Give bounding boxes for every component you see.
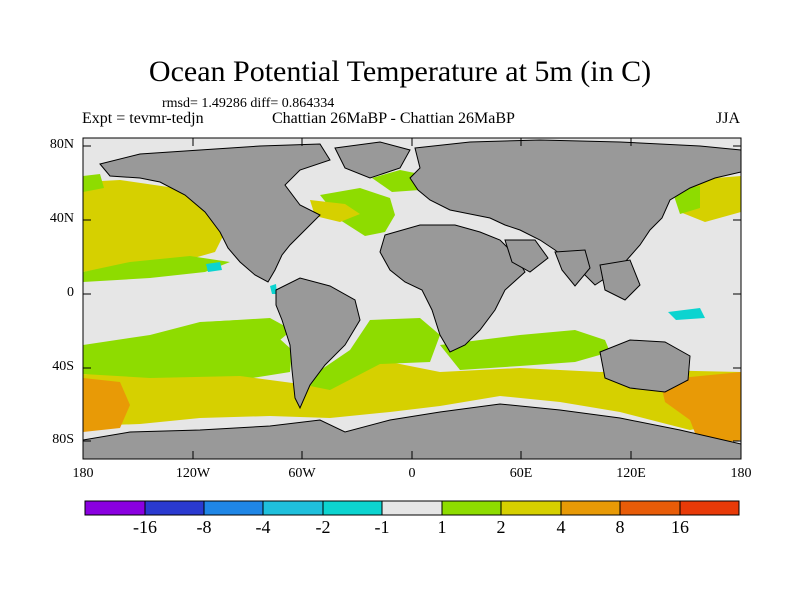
y-tick-label-80n: 80N <box>49 137 74 152</box>
colorbar-box-9 <box>560 500 621 516</box>
colorbar-box-2 <box>144 500 205 516</box>
x-tick-label-180e: 180 <box>730 466 752 481</box>
colorbar-box-7 <box>441 500 502 516</box>
colorbar-label-7: 2 <box>496 517 506 537</box>
colorbar-label-3: -4 <box>255 517 271 537</box>
south-pacific-green-2 <box>205 318 292 340</box>
se-pacific-orange <box>660 372 741 446</box>
north-atlantic-yellow <box>310 200 360 222</box>
southern-yellow-band <box>83 360 741 430</box>
x-tick-label-60e: 60E <box>509 466 533 481</box>
se-asia-land <box>599 259 641 301</box>
y-tick-label-0: 0 <box>67 285 74 300</box>
pacific-green-band <box>83 256 230 282</box>
cyan-patch-east-pacific <box>206 262 222 272</box>
x-ticks <box>82 138 742 459</box>
indian-green-band <box>440 330 610 370</box>
colorbar-label-4: -2 <box>315 517 331 537</box>
south-america-land <box>275 277 361 410</box>
colorbar-label-6: 1 <box>437 517 447 537</box>
y-ticks <box>83 145 741 442</box>
colorbar-label-9: 8 <box>615 517 625 537</box>
colorbar-box-6 <box>381 500 443 516</box>
colorbar-box-4 <box>262 500 324 516</box>
greenland-land <box>334 141 411 179</box>
southern-green-band <box>300 318 440 390</box>
x-tick-label-180w: 180 <box>72 466 94 481</box>
colorbar-box-1 <box>84 500 146 516</box>
colorbar-label-5: -1 <box>374 517 390 537</box>
australia-land <box>599 339 691 393</box>
ne-pacific-green <box>83 174 104 192</box>
x-tick-label-0: 0 <box>408 466 416 481</box>
colorbar-box-3 <box>203 500 264 516</box>
india-land <box>554 249 591 287</box>
africa-land <box>379 224 526 353</box>
pacific-yellow-band <box>83 180 225 272</box>
north-america-land <box>99 143 331 283</box>
colorbar-box-8 <box>500 500 562 516</box>
colorbar-label-1: -16 <box>133 517 157 537</box>
colorbar-label-10: 16 <box>671 517 689 537</box>
colorbar <box>84 500 740 516</box>
colorbar-box-5 <box>322 500 383 516</box>
cyan-patch-west-pacific <box>668 308 705 320</box>
stats-line: rmsd= 1.49286 diff= 0.864334 <box>162 96 335 111</box>
x-tick-label-120w: 120W <box>175 466 211 481</box>
season-label: JJA <box>716 110 741 127</box>
plot-title: Ocean Potential Temperature at 5m (in C) <box>148 55 652 88</box>
sw-pacific-orange <box>83 378 130 432</box>
cyan-patch-panama <box>270 284 277 294</box>
y-tick-label-40s: 40S <box>52 359 74 374</box>
north-atlantic-green <box>320 188 395 236</box>
y-tick-label-80s: 80S <box>52 432 74 447</box>
colorbar-label-2: -8 <box>196 517 212 537</box>
x-tick-label-60w: 60W <box>288 466 316 481</box>
colorbar-label-8: 4 <box>556 517 566 537</box>
comparison-label: Chattian 26MaBP - Chattian 26MaBP <box>272 110 515 127</box>
colorbar-box-11 <box>679 500 740 516</box>
arabia-land <box>504 239 549 273</box>
x-tick-label-120e: 120E <box>616 466 646 481</box>
experiment-label: Expt = tevmr-tedjn <box>82 110 204 127</box>
y-tick-label-40n: 40N <box>49 211 74 226</box>
colorbar-box-10 <box>619 500 681 516</box>
antarctica-land <box>83 403 741 459</box>
